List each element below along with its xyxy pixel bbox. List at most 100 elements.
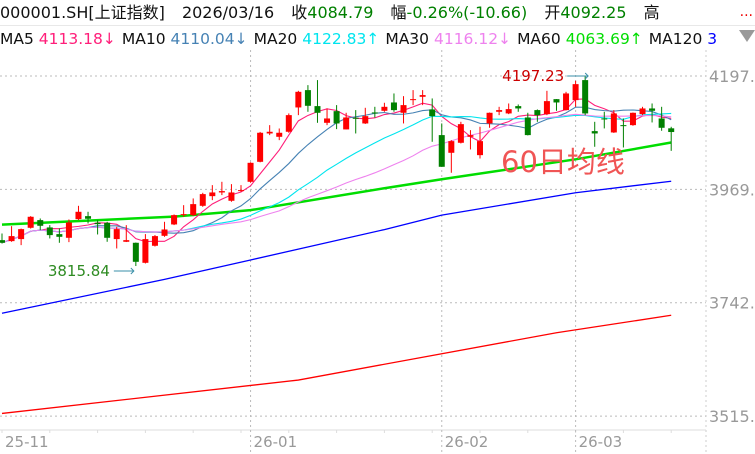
ma120-line (1, 180, 672, 314)
candle-down (582, 80, 589, 114)
candle-up (199, 194, 206, 206)
ma-legend-value: 4116.12↓ (433, 30, 512, 48)
change-value: -0.26%(-10.66) (406, 3, 528, 22)
candle-down (0, 240, 5, 243)
candle-up (410, 99, 417, 101)
candle-down (333, 111, 340, 124)
candle-up (543, 101, 550, 115)
candle-down (429, 109, 436, 117)
candle-up (171, 215, 178, 225)
candle-down (46, 227, 53, 236)
y-tick-label: 3969. (709, 180, 755, 199)
candle-up (142, 239, 149, 263)
ma-legend-label: MA60 (517, 30, 566, 48)
candle-up (180, 214, 187, 216)
candle-up (257, 132, 264, 162)
ma-legend-value: 3 (707, 30, 718, 48)
candle-down (304, 90, 311, 106)
candle-down (132, 242, 139, 262)
y-tick-label: 3742. (709, 294, 755, 313)
candle-down (620, 125, 627, 127)
candle-up (381, 106, 388, 111)
candle-down (314, 106, 321, 113)
candle-up (572, 84, 579, 101)
candle-up (123, 240, 130, 242)
candle-down (601, 118, 608, 120)
x-tick-label: 26-01 (254, 433, 298, 451)
high-value-label: 4197.23 (502, 67, 564, 85)
candle-up (238, 190, 244, 192)
candle-up (400, 105, 407, 113)
candle-up (151, 236, 158, 246)
change-label: 幅 (390, 3, 407, 22)
candle-up (496, 110, 503, 112)
candle-down (37, 220, 44, 226)
ma60-annotation: 60日均线 (501, 145, 625, 179)
ma-legend-label: MA30 (385, 30, 434, 48)
candle-down (515, 106, 522, 109)
ma-legend-value: 4063.69↑ (565, 30, 643, 48)
candle-down (553, 99, 560, 103)
open-value: 4092.25 (560, 3, 627, 22)
close-value: 4084.79 (307, 3, 374, 22)
candle-down (438, 135, 445, 167)
x-tick-label: 26-02 (445, 433, 489, 451)
candle-down (534, 110, 541, 116)
candle-up (639, 108, 646, 115)
long-line (1, 314, 672, 415)
ma-legend-label: MA10 (121, 30, 171, 48)
candle-up (276, 132, 283, 137)
candle-up (209, 192, 216, 197)
candle-up (65, 222, 72, 238)
candle-up (343, 117, 350, 130)
candle-up (457, 124, 464, 143)
candle-down (352, 117, 359, 119)
candle-up (505, 109, 512, 114)
ma-legend-value: 4122.83↑ (302, 30, 380, 48)
candle-down (104, 222, 111, 238)
candle-up (8, 236, 15, 242)
candle-up (161, 229, 168, 236)
open-label: 开 (544, 3, 561, 22)
candle-down (658, 118, 665, 128)
candle-up (113, 229, 120, 240)
candle-up (218, 191, 225, 193)
close-label: 收 (291, 3, 308, 22)
ma-legend-label: MA5 (0, 30, 39, 48)
candle-down (524, 117, 531, 136)
candle-down (371, 112, 378, 114)
high-label: 高 (643, 3, 660, 22)
candle-up (324, 118, 331, 123)
x-tick-label: 26-03 (579, 433, 623, 451)
candle-up (486, 112, 493, 124)
candle-down (649, 108, 656, 111)
candle-up (295, 91, 302, 108)
candle-up (563, 93, 570, 111)
dropdown-triangle-icon[interactable] (739, 30, 755, 42)
candle-down (390, 102, 397, 111)
candle-up (247, 162, 254, 182)
candle-down (591, 131, 598, 134)
quote-header: 000001.SH[上证指数] 2026/03/16 收4084.79 幅-0.… (0, 3, 660, 23)
candle-up (448, 141, 455, 153)
y-tick-label: 3515. (709, 407, 755, 426)
candle-up (419, 95, 426, 97)
candle-up (610, 113, 617, 133)
candle-up (477, 141, 483, 156)
ma-legend-label: MA20 (253, 30, 303, 48)
candle-up (190, 204, 197, 216)
candle-down (56, 234, 63, 237)
candle-up (266, 131, 273, 134)
candle-up (18, 229, 25, 240)
y-tick-label: 4197. (709, 67, 755, 86)
ma-legend-value: 4113.18↓ (38, 30, 116, 48)
candle-up (467, 135, 474, 137)
ma30-line (1, 113, 672, 244)
candle-up (362, 116, 369, 124)
symbol-name: 000001.SH[上证指数] (0, 3, 165, 22)
x-tick-label: 25-11 (5, 433, 49, 451)
candle-up (27, 216, 34, 228)
candle-up (629, 112, 636, 126)
candle-up (75, 211, 82, 220)
